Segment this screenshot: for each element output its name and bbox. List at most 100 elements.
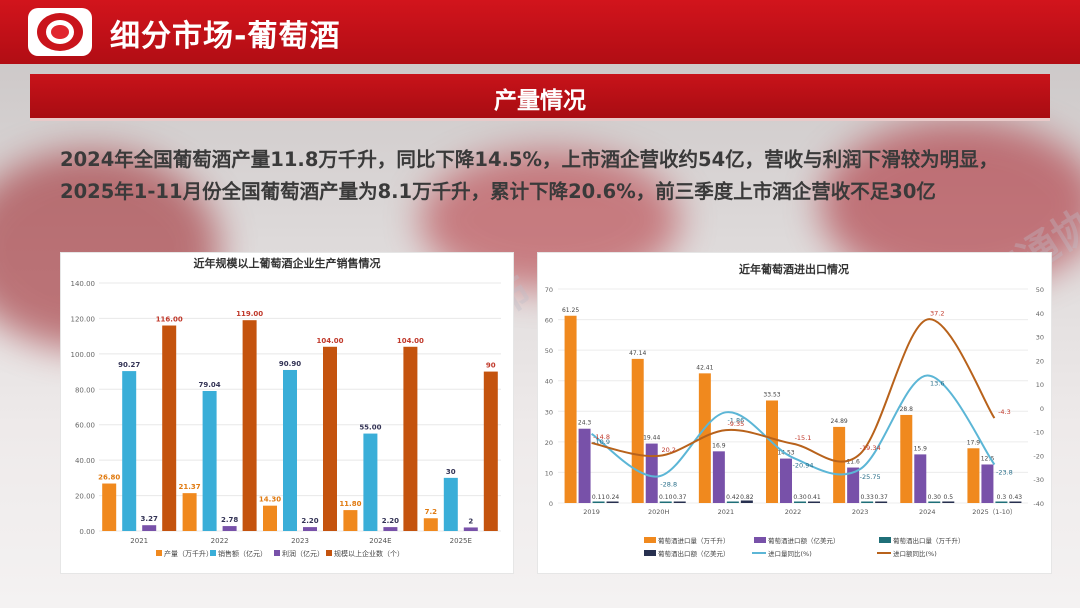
y-tick-label: 120.00	[71, 315, 96, 323]
line-data-label: -10.9	[593, 438, 610, 446]
bar-1	[631, 358, 644, 503]
data-label: 0.24	[606, 494, 620, 501]
x-tick-label: 2019	[583, 508, 600, 516]
y-tick-label: 70	[545, 286, 553, 294]
y-tick-label: 140.00	[71, 280, 96, 288]
bar-4	[673, 501, 686, 503]
bar-2	[645, 443, 658, 503]
legend-swatch	[156, 550, 162, 556]
x-tick-label: 2021	[718, 508, 735, 516]
y-tick-label: 0	[549, 500, 553, 508]
y-tick-label: 20	[545, 439, 553, 447]
legend-swatch	[879, 537, 891, 543]
y2-tick-label: -20	[1033, 452, 1044, 460]
x-tick-label: 2021	[130, 537, 148, 545]
bar-2	[283, 369, 297, 531]
bar-2	[847, 467, 860, 503]
legend-swatch	[274, 550, 280, 556]
bar-3	[303, 527, 317, 531]
bar-4	[875, 501, 888, 503]
production-sales-chart: 近年规模以上葡萄酒企业生产销售情况 0.00 20.00 40.00 60.00 80.0…	[71, 256, 501, 558]
data-label: 19.44	[643, 435, 660, 442]
data-label: 17.9	[967, 439, 981, 446]
bar-3	[928, 501, 941, 503]
data-label: 0.5	[944, 494, 954, 501]
bar-2	[122, 371, 137, 531]
data-label: 0.3	[997, 494, 1007, 501]
bar-3	[222, 526, 237, 531]
bar-4	[1009, 501, 1022, 503]
legend-label: 进口量同比(%)	[768, 549, 812, 558]
data-label: 14.30	[259, 496, 281, 504]
line-2	[591, 318, 996, 463]
line-data-label: 13.6	[930, 380, 944, 388]
legend-label: 葡萄酒出口额（亿美元）	[658, 549, 730, 558]
bar-2	[981, 464, 994, 503]
production-sales-chart-panel: 近年规模以上葡萄酒企业生产销售情况 0.00 20.00 40.00 60.00 80.0…	[60, 252, 514, 574]
line-data-label: 20.2	[661, 446, 675, 454]
data-label: 24.89	[831, 418, 848, 425]
data-label: 33.53	[763, 391, 780, 398]
data-label: 90.27	[118, 361, 140, 369]
y2-tick-label: 30	[1036, 334, 1044, 342]
bar-3	[463, 527, 478, 531]
data-label: 28.8	[900, 406, 914, 413]
bar-2	[202, 390, 217, 531]
legend-swatch	[326, 550, 332, 556]
line-data-label: -23.8	[996, 468, 1013, 476]
data-label: 26.80	[98, 474, 120, 482]
summary-text: 2024年全国葡萄酒产量11.8万千升，同比下降14.5%，上市酒企营收约54亿…	[60, 148, 999, 203]
y-tick-label: 60	[545, 317, 553, 325]
line-data-label: -9.35	[727, 420, 744, 428]
legend-swatch	[754, 537, 766, 543]
data-label: 24.3	[578, 420, 592, 427]
bar-3	[142, 525, 157, 531]
data-label: 0.30	[928, 494, 942, 501]
data-label: 90	[486, 362, 496, 370]
data-label: 16.9	[712, 442, 726, 449]
line-data-label: 37.2	[930, 309, 944, 317]
y-tick-label: 20.00	[75, 493, 95, 501]
bar-2	[914, 454, 927, 503]
legend-label: 规模以上企业数（个）	[334, 549, 404, 558]
bar-4	[323, 346, 337, 531]
bar-4	[606, 501, 619, 503]
line-data-label: -19.34	[860, 444, 881, 452]
bar-1	[423, 518, 438, 531]
line-data-label: -15.1	[795, 434, 812, 442]
y-tick-label: 0.00	[79, 528, 95, 536]
line-1	[591, 374, 996, 478]
data-label: 3.27	[141, 515, 158, 523]
line-data-label: -25.75	[860, 473, 881, 481]
bar-4	[942, 501, 955, 503]
legend-label: 产量（万千升）	[164, 549, 213, 558]
bar-3	[383, 527, 398, 531]
data-label: 0.30	[793, 494, 807, 501]
line-data-label: -20.94	[793, 462, 814, 470]
y2-tick-label: 40	[1036, 310, 1044, 318]
data-label: 61.25	[562, 307, 579, 314]
x-tick-label: 2023	[852, 508, 869, 516]
bar-1	[564, 315, 577, 503]
bar-3	[592, 501, 605, 503]
data-label: 55.00	[359, 424, 381, 432]
data-label: 0.43	[1009, 494, 1023, 501]
bar-1	[766, 400, 778, 503]
y2-tick-label: 50	[1036, 286, 1044, 294]
legend-label: 销售额（亿元）	[218, 549, 267, 558]
bar-4	[740, 500, 753, 503]
data-label: 0.37	[874, 494, 888, 501]
bar-2	[363, 433, 378, 531]
section-title: 产量情况	[494, 88, 586, 114]
bar-1	[102, 483, 117, 531]
chart-title: 近年规模以上葡萄酒企业生产销售情况	[194, 256, 381, 270]
y-tick-label: 50	[545, 347, 553, 355]
data-label: 12.6	[981, 455, 995, 462]
y-tick-label: 10	[545, 469, 553, 477]
page-title: 细分市场-葡萄酒	[110, 19, 341, 54]
legend-label: 葡萄酒进口量（万千升）	[658, 536, 730, 545]
import-export-chart-panel: 近年葡萄酒进出口情况 0 10 20 30 40 50 60 70 -40 -30 -20 -10 0 10…	[537, 252, 1052, 574]
data-label: 104.00	[397, 337, 424, 345]
legend-label: 葡萄酒进口额（亿美元）	[768, 536, 840, 545]
data-label: 30	[446, 468, 456, 476]
